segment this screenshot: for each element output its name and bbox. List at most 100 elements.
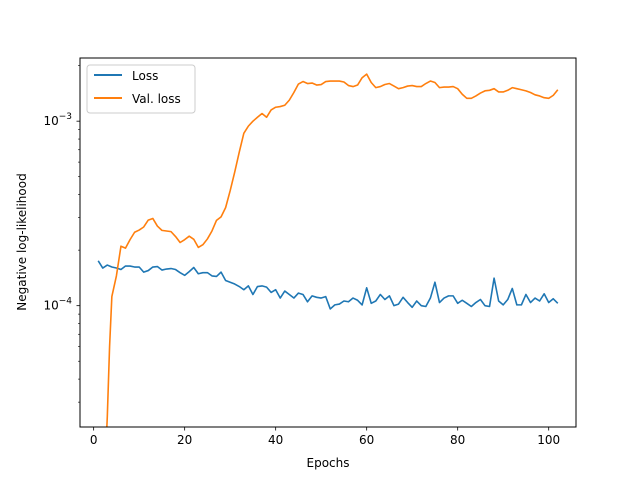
data-point-loss <box>243 289 245 291</box>
data-point-loss <box>489 306 491 308</box>
data-point-val-loss <box>380 86 382 88</box>
plot-frame <box>79 57 577 428</box>
data-point-val-loss <box>266 116 268 118</box>
data-point-loss <box>534 297 536 299</box>
data-point-loss <box>170 268 172 270</box>
data-point-val-loss <box>325 81 327 83</box>
x-tick-label: 20 <box>177 433 192 447</box>
data-point-loss <box>97 260 99 262</box>
data-point-val-loss <box>157 225 159 227</box>
data-point-val-loss <box>502 91 504 93</box>
data-point-val-loss <box>216 220 218 222</box>
data-point-loss <box>502 304 504 306</box>
data-point-val-loss <box>284 104 286 106</box>
data-point-val-loss <box>366 73 368 75</box>
data-point-loss <box>420 305 422 307</box>
data-point-loss <box>393 305 395 307</box>
data-point-loss <box>111 266 113 268</box>
data-point-loss <box>193 267 195 269</box>
data-point-loss <box>457 303 459 305</box>
data-point-loss <box>157 266 159 268</box>
data-point-loss <box>339 303 341 305</box>
data-point-val-loss <box>471 98 473 100</box>
data-point-loss <box>238 286 240 288</box>
data-point-val-loss <box>461 93 463 95</box>
data-point-loss <box>179 272 181 274</box>
data-point-loss <box>248 285 250 287</box>
data-point-loss <box>361 304 363 306</box>
data-point-loss <box>266 286 268 288</box>
data-point-val-loss <box>525 90 527 92</box>
data-point-val-loss <box>166 230 168 232</box>
data-point-val-loss <box>107 416 109 418</box>
data-point-val-loss <box>398 88 400 90</box>
data-point-loss <box>416 300 418 302</box>
data-point-loss <box>102 267 104 269</box>
data-point-loss <box>530 302 532 304</box>
data-point-loss <box>143 271 145 273</box>
data-point-val-loss <box>534 94 536 96</box>
data-point-val-loss <box>484 90 486 92</box>
x-tick-label: 0 <box>90 433 98 447</box>
data-point-loss <box>434 281 436 283</box>
data-point-loss <box>152 266 154 268</box>
data-point-loss <box>498 300 500 302</box>
data-point-val-loss <box>175 236 177 238</box>
series-line-val-loss <box>106 73 559 427</box>
data-point-loss <box>539 300 541 302</box>
data-point-loss <box>161 269 163 271</box>
x-tick-label: 80 <box>450 433 465 447</box>
data-point-loss <box>216 276 218 278</box>
data-point-loss <box>129 265 131 267</box>
data-point-val-loss <box>516 88 518 90</box>
data-point-loss <box>357 299 359 301</box>
data-point-loss <box>134 266 136 268</box>
data-point-val-loss <box>511 87 513 89</box>
data-point-val-loss <box>193 238 195 240</box>
data-point-val-loss <box>530 92 532 94</box>
legend-label-val-loss: Val. loss <box>132 92 181 106</box>
data-point-val-loss <box>302 81 304 83</box>
data-point-loss <box>402 297 404 299</box>
data-point-val-loss <box>129 239 131 241</box>
data-point-loss <box>398 303 400 305</box>
data-point-loss <box>352 297 354 299</box>
data-point-val-loss <box>225 207 227 209</box>
data-point-loss <box>511 288 513 290</box>
data-point-loss <box>188 271 190 273</box>
data-point-val-loss <box>361 77 363 79</box>
data-point-val-loss <box>416 86 418 88</box>
data-point-loss <box>425 306 427 308</box>
data-point-val-loss <box>552 95 554 97</box>
data-point-loss <box>257 286 259 288</box>
data-point-val-loss <box>443 86 445 88</box>
data-point-val-loss <box>243 132 245 134</box>
data-point-val-loss <box>298 83 300 85</box>
data-point-loss <box>493 277 495 279</box>
data-point-val-loss <box>348 85 350 87</box>
data-point-val-loss <box>252 120 254 122</box>
data-point-loss <box>475 302 477 304</box>
data-point-loss <box>211 275 213 277</box>
data-point-val-loss <box>109 346 111 348</box>
data-point-loss <box>207 272 209 274</box>
data-point-loss <box>234 283 236 285</box>
data-point-val-loss <box>389 83 391 85</box>
data-point-loss <box>261 285 263 287</box>
x-tick-label: 40 <box>268 433 283 447</box>
data-point-loss <box>138 266 140 268</box>
data-point-val-loss <box>120 245 122 247</box>
data-point-loss <box>343 300 345 302</box>
data-point-loss <box>384 299 386 301</box>
data-point-val-loss <box>489 90 491 92</box>
data-point-loss <box>516 304 518 306</box>
data-point-loss <box>311 295 313 297</box>
data-point-val-loss <box>375 87 377 89</box>
data-point-loss <box>552 298 554 300</box>
data-point-val-loss <box>161 230 163 232</box>
data-point-loss <box>543 293 545 295</box>
data-point-loss <box>525 294 527 296</box>
data-point-val-loss <box>261 113 263 115</box>
data-point-val-loss <box>457 88 459 90</box>
data-point-val-loss <box>320 84 322 86</box>
